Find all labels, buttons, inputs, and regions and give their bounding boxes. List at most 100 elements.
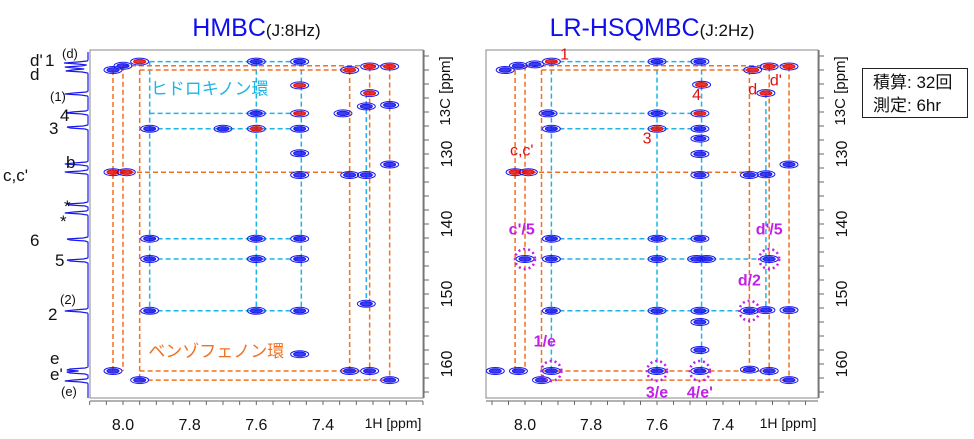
peak-contour-outer xyxy=(538,109,558,118)
peak-contour xyxy=(359,172,373,178)
projection-label: 6 xyxy=(30,231,39,250)
peak-contour xyxy=(249,110,263,117)
peak-contour xyxy=(116,63,130,69)
peak-contour xyxy=(544,368,558,374)
peak-annotation: d/2 xyxy=(738,273,761,290)
y-axis-label: 13C [ppm] xyxy=(437,56,454,125)
peak-contour-outer xyxy=(692,80,712,89)
peak-contour xyxy=(106,67,120,73)
peak-contour-outer xyxy=(290,350,310,359)
1d-projection-spectrum xyxy=(63,52,89,398)
peak-contour-outer xyxy=(739,171,759,179)
peak-contour-outer xyxy=(690,124,710,133)
peak-contour xyxy=(782,307,796,313)
peak-annotation: 1/e xyxy=(534,334,556,351)
peak-annotation: 3/e xyxy=(646,385,668,402)
peak-contour xyxy=(498,67,512,73)
x-tick-label: 7.6 xyxy=(646,417,668,434)
title-suffix: (J:8Hz) xyxy=(266,21,321,40)
peak-contour xyxy=(359,103,373,110)
ring-label: ベンゾフェノン環 xyxy=(148,342,284,361)
peak-contour-outer xyxy=(647,124,667,133)
x-tick-label: 7.8 xyxy=(580,417,602,434)
peak-contour xyxy=(521,169,535,175)
peak-contour-outer xyxy=(246,109,266,118)
peak-contour-outer xyxy=(290,109,310,118)
peak-contour xyxy=(742,172,756,178)
peak-contour xyxy=(143,236,157,242)
peak-contour-outer xyxy=(290,171,310,179)
peak-contour xyxy=(650,256,664,262)
peak-contour-outer xyxy=(290,124,310,133)
x-tick-label: 8.0 xyxy=(514,417,536,434)
peak-contour-outer xyxy=(290,306,310,315)
chart-title: HMBC(J:8Hz) xyxy=(192,14,320,42)
peak-contour xyxy=(544,308,558,314)
peak-contour xyxy=(544,256,558,262)
peak-contour xyxy=(650,308,664,314)
peak-contour-outer xyxy=(246,234,266,243)
peak-contour xyxy=(359,301,373,307)
scans-text: 積算: 32回 xyxy=(873,73,953,92)
peak-contour xyxy=(106,368,120,374)
projection-label: b xyxy=(66,153,75,172)
peak-contour-outer xyxy=(356,171,376,179)
x-tick-label: 8.0 xyxy=(112,417,134,434)
peak-contour-outer xyxy=(756,306,776,315)
peak-contour xyxy=(249,236,263,242)
x-tick-label: 7.8 xyxy=(179,417,201,434)
peak-contour-outer xyxy=(779,306,799,315)
peak-contour-outer xyxy=(518,168,538,177)
projection-label: 1 xyxy=(45,51,54,70)
peak-contour-outer xyxy=(739,365,759,374)
peak-contour xyxy=(293,126,307,132)
peak-contour-outer xyxy=(690,346,710,354)
peak-annotation: d xyxy=(748,82,757,99)
highlight-circle xyxy=(540,359,563,383)
peak-contour xyxy=(293,351,307,357)
peak-contour xyxy=(693,151,707,157)
peak-contour-outer xyxy=(508,367,528,375)
peak-contour-outer xyxy=(380,160,400,169)
peak-contour xyxy=(143,256,157,262)
y-tick-label: 130 xyxy=(834,141,851,168)
duration-text: 測定: 6hr xyxy=(873,96,942,115)
peak-contour-outer xyxy=(541,124,561,133)
peak-contour-outer xyxy=(541,234,561,243)
peak-contour xyxy=(293,58,307,65)
peak-contour-outer xyxy=(759,367,779,375)
peak-contour xyxy=(293,110,307,117)
peak-contour xyxy=(759,307,773,313)
projection-label: e' xyxy=(50,365,63,384)
projection-label: (d) xyxy=(62,46,78,61)
peak-contour xyxy=(762,256,776,262)
peak-contour-outer xyxy=(246,255,266,263)
peak-contour-outer xyxy=(290,149,310,158)
peak-contour xyxy=(695,82,709,88)
peak-contour-outer xyxy=(541,255,561,263)
peak-contour xyxy=(650,126,664,132)
peak-contour-outer xyxy=(647,306,667,315)
peak-contour xyxy=(143,126,157,132)
peak-contour xyxy=(782,63,796,70)
peak-contour-outer xyxy=(130,57,150,66)
peak-contour-outer xyxy=(756,170,776,179)
peak-contour-outer xyxy=(380,101,400,109)
projection-label: d' xyxy=(30,51,43,70)
peak-contour-outer xyxy=(690,318,710,326)
highlight-circle xyxy=(738,299,761,323)
peak-contour-outer xyxy=(246,124,266,133)
peak-contour xyxy=(693,319,707,325)
y-tick-label: 150 xyxy=(439,281,456,308)
peak-contour-outer xyxy=(697,255,716,263)
peak-contour-outer xyxy=(360,62,380,71)
peak-contour xyxy=(216,126,230,132)
peak-contour-outer xyxy=(647,57,667,66)
highlight-circle xyxy=(645,359,669,383)
peak-contour-outer xyxy=(340,171,360,179)
peak-contour xyxy=(650,58,664,65)
peak-contour-outer xyxy=(779,376,799,385)
peak-contour xyxy=(693,135,707,142)
peak-annotation: c,c' xyxy=(510,142,534,159)
peak-contour xyxy=(343,368,357,374)
